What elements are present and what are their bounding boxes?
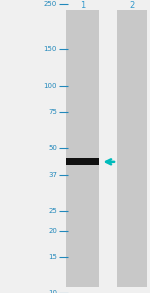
Text: 150: 150 xyxy=(44,47,57,52)
Text: 100: 100 xyxy=(44,83,57,89)
Text: 2: 2 xyxy=(129,1,135,10)
Text: 20: 20 xyxy=(48,228,57,234)
Bar xyxy=(66,158,99,165)
Text: 15: 15 xyxy=(48,253,57,260)
Text: 250: 250 xyxy=(44,1,57,6)
Text: 1: 1 xyxy=(80,1,85,10)
Text: 37: 37 xyxy=(48,172,57,178)
Text: 50: 50 xyxy=(48,145,57,151)
Bar xyxy=(66,10,99,287)
Bar xyxy=(117,10,147,287)
Text: 10: 10 xyxy=(48,290,57,293)
Text: 75: 75 xyxy=(48,109,57,115)
Text: 25: 25 xyxy=(48,208,57,214)
